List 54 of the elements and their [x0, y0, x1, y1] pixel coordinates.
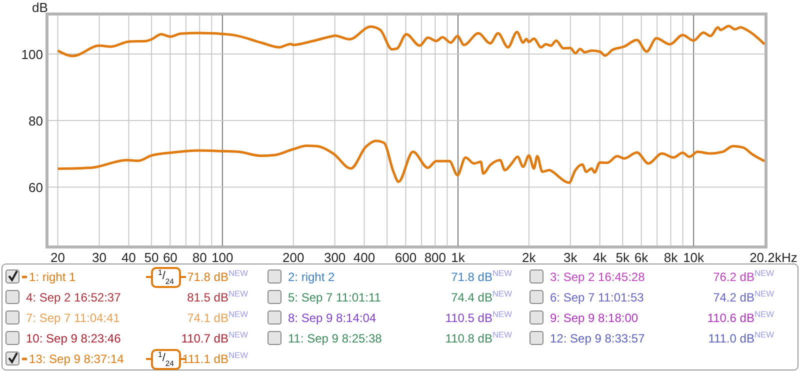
text: 12: Sep 9 8:33:57 [550, 332, 646, 346]
x-tick-label: 60 [162, 250, 178, 265]
text: 110.7 dB$^{NEW}$ [181, 330, 248, 346]
text: 4: Sep 2 16:52:37 [26, 290, 122, 304]
text: 6: Sep 7 11:01:53 [550, 290, 644, 304]
x-axis-title: Hz [781, 250, 798, 265]
x-tick-label: 100 [212, 250, 234, 265]
text: 111.0 dB$^{NEW}$ [708, 330, 774, 346]
x-tick-label: 10k [683, 250, 705, 265]
text: 7: Sep 7 11:04:41 [26, 311, 120, 325]
x-tick-label: 6k [634, 250, 649, 265]
text: $^{1}$/$_{24}$ [158, 350, 175, 368]
text: 5: Sep 7 11:01:11 [288, 290, 382, 304]
y-tick-label: 100 [21, 46, 43, 62]
text: 74.1 dB$^{NEW}$ [187, 309, 248, 325]
y-tick-label: 60 [28, 180, 43, 196]
x-tick-label: 600 [394, 250, 417, 265]
x-tick-label: 200 [282, 250, 304, 265]
text: 11: Sep 9 8:25:38 [288, 332, 382, 346]
legend-label: 13: Sep 9 8:37:14 [29, 352, 124, 366]
text: 2: right 2 [288, 270, 336, 284]
y-axis-title: dB [32, 0, 48, 15]
x-tick-label: 2k [522, 250, 536, 265]
x-tick-label: 5k [616, 250, 630, 265]
x-tick-label: 4k [592, 250, 608, 265]
text: 110.8 dB$^{NEW}$ [445, 330, 512, 346]
text: $^{1}$/$_{24}$ [158, 268, 175, 286]
y-tick-label: 80 [28, 114, 43, 129]
x-tick-label: 40 [121, 250, 136, 265]
text: 10: Sep 9 8:23:46 [26, 332, 122, 346]
x-tick-label: 50 [144, 250, 159, 265]
x-tick-label: 800 [424, 250, 446, 265]
text: 3: Sep 2 16:45:28 [550, 270, 646, 284]
legend-label: 1: right 1 [29, 270, 76, 284]
x-tick-label: 3k [564, 250, 578, 265]
text: 9: Sep 9 8:18:00 [550, 311, 638, 325]
text: 110.6 dB$^{NEW}$ [707, 309, 774, 325]
text: 71.8 dB$^{NEW}$ [451, 268, 512, 284]
x-tick-label: 1k [451, 250, 466, 265]
x-tick-label: 400 [353, 250, 376, 265]
text: 74.2 dB$^{NEW}$ [713, 288, 774, 304]
text: 71.8 dB$^{NEW}$ [187, 268, 248, 284]
x-tick-label: 30 [92, 250, 106, 265]
x-tick-label: 300 [324, 250, 346, 265]
text: 76.2 dB$^{NEW}$ [713, 268, 774, 284]
x-tick-label: 80 [192, 250, 207, 265]
text: 81.5 dB$^{NEW}$ [187, 288, 248, 304]
text: 111.1 dB$^{NEW}$ [182, 350, 248, 366]
x-tick-label: 8k [664, 250, 678, 265]
text: 110.5 dB$^{NEW}$ [445, 309, 512, 325]
x-tick-label: 20 [50, 250, 66, 265]
x-tick-label: 20.2k [750, 250, 782, 265]
text: 8: Sep 9 8:14:04 [288, 311, 376, 325]
text: 74.4 dB$^{NEW}$ [451, 288, 512, 304]
